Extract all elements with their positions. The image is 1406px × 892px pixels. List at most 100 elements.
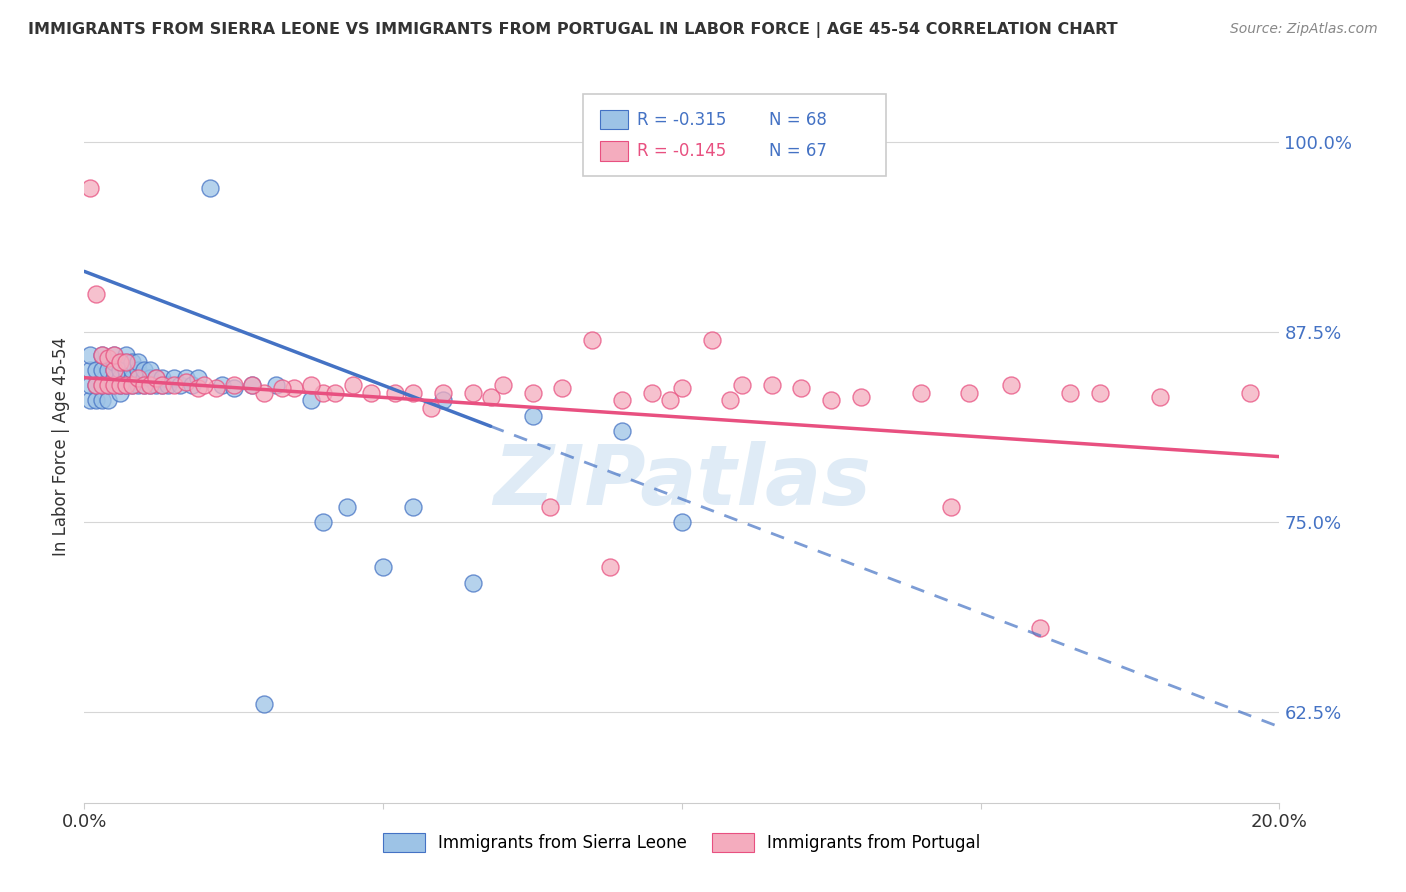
Point [127,370,149,384]
Point [1059,385,1081,400]
Point [121,355,143,369]
Point [174,370,197,384]
Point [420,401,443,415]
Text: ZIPatlas: ZIPatlas [494,442,870,522]
Text: N = 68: N = 68 [769,111,827,128]
Point [1029,621,1052,635]
Point [145,378,167,392]
Point [91,393,114,408]
Point [599,560,621,574]
Point [150,378,173,392]
Point [127,378,149,392]
Point [479,391,502,405]
Point [115,355,138,369]
Point [110,355,132,369]
Point [851,391,873,405]
Point [110,378,132,392]
Point [132,378,156,392]
Point [283,381,305,395]
Point [1000,378,1022,392]
Point [139,378,162,392]
Point [86,363,108,377]
Point [187,381,209,395]
Point [540,500,562,514]
Point [522,409,544,423]
Point [270,381,292,395]
Point [91,363,114,377]
Point [115,378,138,392]
Point [240,378,263,392]
Point [181,378,204,392]
Legend: Immigrants from Sierra Leone, Immigrants from Portugal: Immigrants from Sierra Leone, Immigrants… [377,826,987,859]
Point [79,378,101,392]
Point [103,348,125,362]
Point [312,515,335,529]
Point [169,378,191,392]
Point [103,363,125,377]
Point [150,378,173,392]
Point [432,385,454,400]
Point [402,385,425,400]
Point [127,363,149,377]
Point [103,370,125,384]
Point [198,181,221,195]
Point [115,355,138,369]
Point [301,378,323,392]
Point [957,385,980,400]
Point [121,363,143,377]
Point [86,287,108,301]
Point [253,697,276,711]
Point [312,385,335,400]
Point [103,363,125,377]
Point [97,378,120,392]
Point [325,385,347,400]
Point [79,348,101,362]
Point [139,363,162,377]
Point [384,385,406,400]
Point [127,355,149,369]
Point [91,348,114,362]
Point [115,370,138,384]
Text: R = -0.145: R = -0.145 [637,142,725,160]
Point [820,393,842,408]
Point [671,515,693,529]
Point [132,370,156,384]
Point [115,348,138,362]
Point [97,351,120,365]
Point [1090,385,1112,400]
Point [551,381,574,395]
Point [612,424,634,438]
Point [103,355,125,369]
Point [939,500,962,514]
Point [360,385,382,400]
Point [145,370,167,384]
Point [91,348,114,362]
Point [79,393,101,408]
Point [97,393,120,408]
Point [461,385,484,400]
Point [910,385,932,400]
Point [301,393,323,408]
Point [163,378,186,392]
Y-axis label: In Labor Force | Age 45-54: In Labor Force | Age 45-54 [52,336,70,556]
Point [342,378,364,392]
Point [492,378,515,392]
Point [163,370,186,384]
Point [110,378,132,392]
Point [336,500,359,514]
Point [121,370,143,384]
Point [761,378,783,392]
Point [253,385,276,400]
Point [240,378,263,392]
Point [79,363,101,377]
Point [139,370,162,384]
Point [1239,385,1261,400]
Text: N = 67: N = 67 [769,142,827,160]
Point [86,378,108,392]
Point [157,378,180,392]
Point [222,381,245,395]
Point [132,378,156,392]
Point [103,378,125,392]
Point [139,378,162,392]
Point [97,363,120,377]
